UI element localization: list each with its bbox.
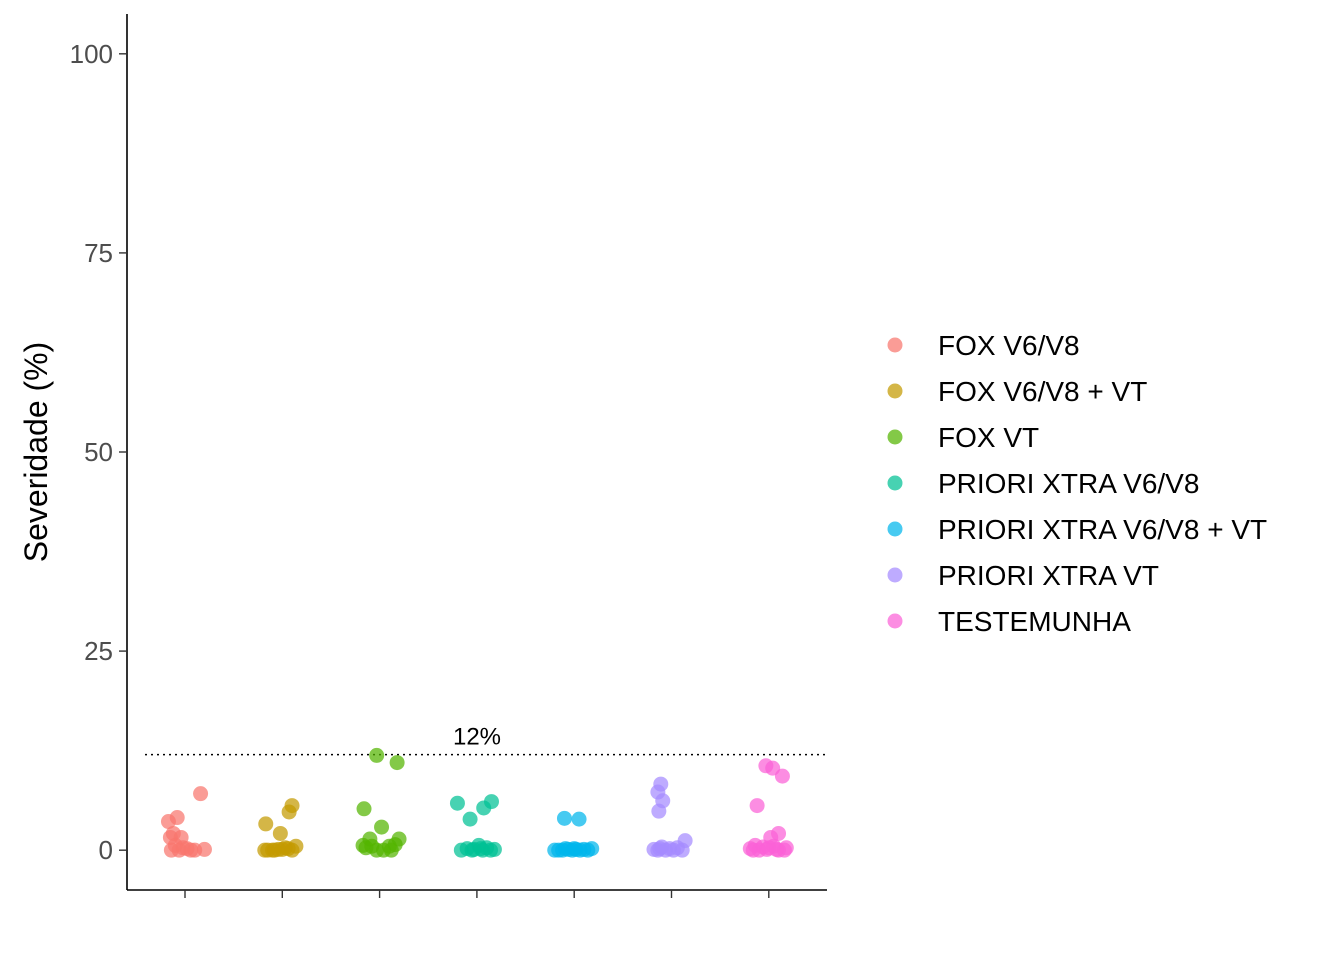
data-point xyxy=(571,811,587,827)
data-point xyxy=(462,811,478,827)
data-point xyxy=(169,810,185,826)
data-point xyxy=(179,841,195,857)
y-axis: 0 25 50 75 100 xyxy=(70,14,128,890)
legend-label: PRIORI XTRA VT xyxy=(938,560,1159,591)
legend-key xyxy=(887,521,903,537)
data-point xyxy=(193,786,209,802)
reference-line-group: 12% xyxy=(145,724,827,756)
y-tick-label: 50 xyxy=(84,437,113,467)
legend-key xyxy=(887,567,903,583)
y-tick-label: 100 xyxy=(70,39,113,69)
data-point xyxy=(284,798,300,814)
data-point xyxy=(272,825,288,841)
legend-key xyxy=(887,337,903,353)
legend: FOX V6/V8 FOX V6/V8 + VT FOX VT PRIORI XTRA… xyxy=(887,330,1267,637)
data-point xyxy=(165,825,181,841)
data-point xyxy=(196,841,212,857)
legend-key xyxy=(887,429,903,445)
data-point xyxy=(749,798,765,814)
reference-line-label: 12% xyxy=(453,724,501,751)
data-points xyxy=(160,747,794,858)
data-point xyxy=(774,768,790,784)
legend-label: TESTEMUNHA xyxy=(938,606,1131,637)
data-point xyxy=(483,794,499,810)
legend-key xyxy=(887,475,903,491)
data-point xyxy=(473,841,489,857)
legend-label: FOX VT xyxy=(938,422,1039,453)
data-point xyxy=(776,842,792,858)
y-axis-title: Severidade (%) xyxy=(18,342,54,563)
data-point xyxy=(584,841,600,857)
data-point xyxy=(674,842,690,858)
legend-key xyxy=(887,383,903,399)
data-point xyxy=(258,816,274,832)
data-point xyxy=(389,755,405,771)
data-point xyxy=(374,819,390,835)
data-point xyxy=(449,795,465,811)
legend-label: PRIORI XTRA V6/V8 xyxy=(938,468,1199,499)
legend-label: FOX V6/V8 xyxy=(938,330,1080,361)
data-point xyxy=(356,801,372,817)
data-point xyxy=(383,842,399,858)
y-tick-label: 0 xyxy=(99,835,113,865)
data-point xyxy=(486,841,502,857)
data-point xyxy=(652,841,668,857)
data-point xyxy=(369,747,385,763)
data-point xyxy=(651,803,667,819)
data-point xyxy=(566,841,582,857)
data-point xyxy=(556,810,572,826)
legend-key xyxy=(887,613,903,629)
x-axis xyxy=(127,889,827,898)
legend-label: PRIORI XTRA V6/V8 + VT xyxy=(938,514,1267,545)
data-point xyxy=(745,842,761,858)
y-tick-label: 75 xyxy=(84,238,113,268)
data-point xyxy=(280,841,296,857)
y-tick-label: 25 xyxy=(84,636,113,666)
legend-label: FOX V6/V8 + VT xyxy=(938,376,1147,407)
